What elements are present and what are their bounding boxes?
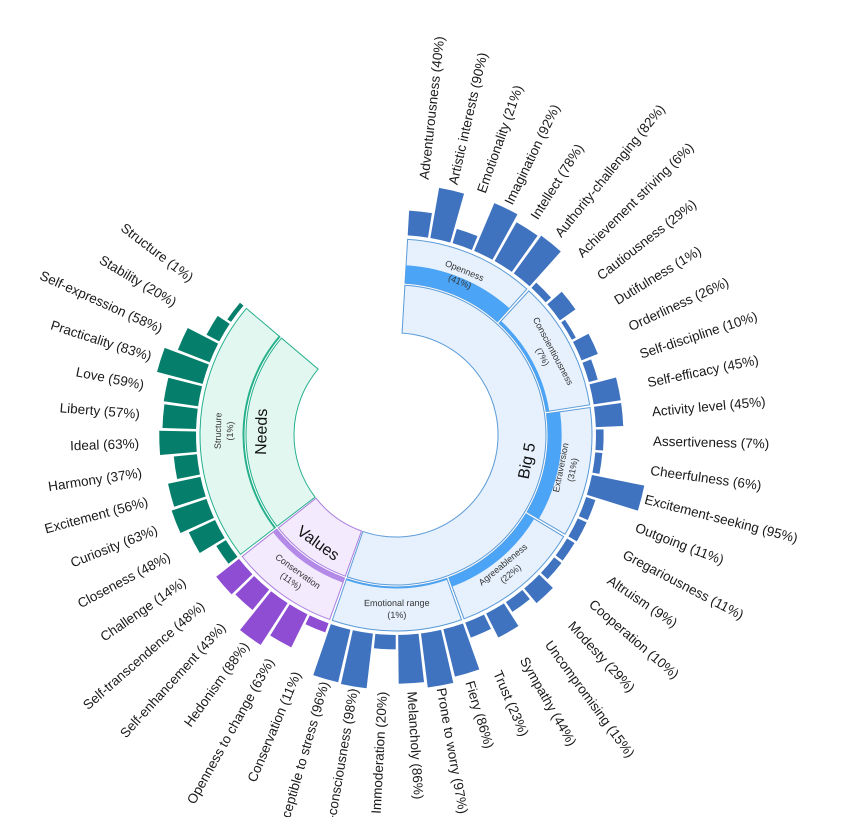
facet-bar-self-consciousness	[340, 630, 373, 689]
facet-bar-stability	[206, 315, 230, 342]
subgroup-arc-emotional-range	[331, 577, 463, 632]
group-title-big-5: Big 5	[516, 441, 540, 480]
facet-bar-openness-to-change	[270, 604, 308, 648]
facet-bar-excitement-seeking	[586, 474, 645, 511]
subgroup-score-agreeableness	[448, 513, 535, 587]
facet-bar-authority-challenging	[513, 235, 561, 287]
facet-bar-practicality	[157, 347, 209, 384]
facet-label-activity-level: Activity level (45%)	[651, 394, 766, 419]
facet-bar-challenge	[216, 540, 238, 564]
group-arc-needs	[245, 337, 319, 528]
subgroup-name-structure: Structure	[213, 412, 224, 449]
label-layer: Adventurousness (40%)Artistic interests …	[38, 36, 800, 817]
facet-bar-susceptible-to-stress	[313, 624, 351, 683]
facet-bar-activity-level	[594, 402, 624, 428]
facet-bar-conservation	[305, 615, 329, 633]
facet-label-harmony: Harmony (37%)	[47, 465, 143, 494]
facet-bar-liberty	[162, 404, 198, 430]
facet-bar-artistic-interests	[430, 187, 465, 243]
facet-bar-cooperation	[540, 557, 562, 580]
facet-bar-outgoing	[578, 497, 596, 521]
facet-bar-immoderation	[373, 633, 396, 650]
facet-bar-cheerfulness	[592, 452, 603, 474]
facet-bar-modesty	[524, 574, 553, 604]
facet-label-assertiveness: Assertiveness (7%)	[653, 434, 770, 452]
facet-bar-closeness	[188, 520, 225, 553]
subgroup-arc-agreeableness	[448, 513, 565, 620]
facet-bar-ideal	[159, 430, 197, 455]
facet-bar-harmony	[173, 454, 200, 480]
facet-bar-curiosity	[171, 498, 214, 534]
facet-bar-achievement-striving	[531, 282, 552, 303]
facet-label-love: Love (59%)	[75, 364, 146, 392]
facet-bar-trust	[465, 614, 492, 638]
facet-bar-altruism	[555, 538, 575, 561]
subgroup-score-conservation	[272, 529, 345, 583]
facet-label-adventurousness: Adventurousness (40%)	[417, 36, 448, 181]
facet-label-self-consciousness: Self-consciousness (98%)	[320, 687, 361, 817]
facet-bar-structure	[227, 302, 244, 322]
subgroup-pct-emotional-range: (1%)	[387, 610, 406, 620]
facet-label-self-efficacy: Self-efficacy (45%)	[646, 352, 760, 390]
inner-ring-layer	[245, 284, 547, 586]
facet-bar-love	[163, 377, 203, 407]
subgroup-score-extraversion	[527, 411, 562, 519]
facet-label-fiery: Fiery (86%)	[462, 679, 496, 750]
facet-label-liberty: Liberty (57%)	[59, 400, 140, 421]
group-arc-big-5	[346, 284, 547, 586]
facet-bar-intellect	[494, 222, 538, 272]
subgroup-score-structure	[242, 335, 280, 529]
facet-bar-self-expression	[177, 327, 219, 363]
subgroup-pct-extraversion: (31%)	[565, 457, 579, 482]
facet-bar-self-discipline	[582, 359, 598, 383]
facet-label-gregariousness: Gregariousness (11%)	[620, 547, 746, 622]
facet-label-prone-to-worry: Prone to worry (97%)	[434, 687, 471, 815]
facet-label-cheerfulness: Cheerfulness (6%)	[650, 463, 763, 493]
facet-label-ideal: Ideal (63%)	[70, 436, 140, 453]
subgroup-arc-structure	[199, 307, 281, 556]
middle-ring-layer	[199, 238, 593, 632]
subgroup-arc-conservation	[241, 528, 346, 621]
subgroup-name-emotional-range: Emotional range	[364, 598, 430, 608]
facet-bar-excitement	[168, 476, 206, 507]
facet-bar-adventurousness	[407, 210, 432, 238]
group-arc-values	[277, 497, 363, 577]
group-title-needs: Needs	[253, 408, 271, 455]
subgroup-score-openness	[405, 265, 510, 322]
facet-label-cautiousness: Cautiousness (29%)	[594, 196, 699, 283]
facet-bar-prone-to-worry	[420, 629, 454, 688]
facet-bar-dutifulness	[561, 319, 576, 340]
facet-label-trust: Trust (23%)	[490, 668, 531, 738]
facet-bar-fiery	[443, 623, 480, 677]
facet-bar-uncompromising	[505, 590, 530, 612]
facet-bar-self-transcendence	[216, 558, 253, 595]
facet-label-immoderation: Immoderation (20%)	[369, 691, 390, 814]
facet-bar-gregariousness	[568, 518, 587, 542]
facet-bar-hedonism	[240, 591, 288, 645]
facet-bar-assertiveness	[595, 429, 604, 451]
facet-bar-orderliness	[573, 333, 598, 361]
facet-bar-sympathy	[486, 603, 519, 638]
facet-bar-imagination	[474, 203, 518, 260]
subgroup-pct-structure: (1%)	[225, 421, 235, 440]
facet-label-openness-to-change: Openness to change (63%)	[184, 656, 277, 807]
facet-bar-self-efficacy	[589, 377, 621, 405]
subgroup-arc-conscientiousness	[498, 290, 591, 413]
facet-bar-self-enhancement	[235, 575, 270, 611]
facet-bar-layer	[157, 187, 645, 689]
facet-label-melancholy: Melancholy (86%)	[404, 691, 426, 800]
facet-bar-melancholy	[398, 633, 425, 684]
facet-bar-emotionality	[452, 228, 478, 250]
subgroup-score-emotional-range	[346, 578, 448, 589]
facet-bar-cautiousness	[547, 291, 576, 321]
